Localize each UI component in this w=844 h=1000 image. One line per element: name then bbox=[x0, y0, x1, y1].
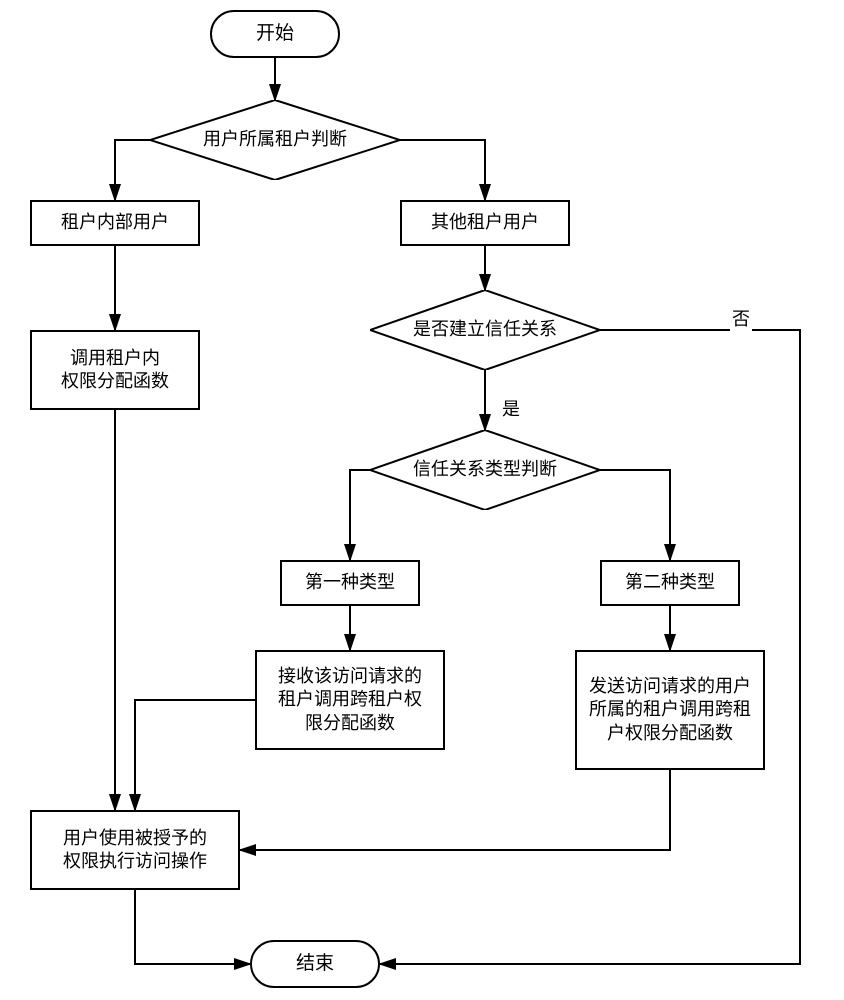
node-exec-access: 用户使用被授予的 权限执行访问操作 bbox=[30, 810, 240, 890]
label: 租户内部用户 bbox=[61, 211, 169, 234]
node-internal-user: 租户内部用户 bbox=[30, 200, 200, 246]
label: 第二种类型 bbox=[625, 571, 715, 594]
node-end: 结束 bbox=[250, 940, 380, 988]
node-type1: 第一种类型 bbox=[280, 560, 420, 606]
label: 接收该访问请求的 租户调用跨租户权 限分配函数 bbox=[278, 665, 422, 735]
node-type2: 第二种类型 bbox=[600, 560, 740, 606]
node-start: 开始 bbox=[210, 10, 340, 58]
label: 其他租户用户 bbox=[431, 211, 539, 234]
label: 信任关系类型判断 bbox=[413, 458, 557, 481]
node-tenant-decision: 用户所属租户判断 bbox=[150, 100, 400, 180]
label: 是否建立信任关系 bbox=[413, 318, 557, 341]
label: 结束 bbox=[296, 952, 334, 977]
node-trust-decision: 是否建立信任关系 bbox=[370, 290, 600, 370]
flowchart-canvas: 开始 用户所属租户判断 租户内部用户 其他租户用户 调用租户内 权限分配函数 是… bbox=[0, 0, 844, 1000]
label: 用户使用被授予的 权限执行访问操作 bbox=[63, 827, 207, 874]
label: 第一种类型 bbox=[305, 571, 395, 594]
node-call-internal-permission: 调用租户内 权限分配函数 bbox=[30, 330, 200, 410]
label: 开始 bbox=[256, 22, 294, 47]
edge-label-no: 否 bbox=[730, 305, 752, 331]
node-trust-type-decision: 信任关系类型判断 bbox=[370, 430, 600, 510]
edge-label-yes: 是 bbox=[500, 395, 522, 421]
node-sender-call-cross-permission: 发送访问请求的用户 所属的租户调用跨租 户权限分配函数 bbox=[575, 650, 765, 770]
label: 调用租户内 权限分配函数 bbox=[61, 347, 169, 394]
label: 用户所属租户判断 bbox=[203, 128, 347, 151]
node-other-tenant-user: 其他租户用户 bbox=[400, 200, 570, 246]
label: 发送访问请求的用户 所属的租户调用跨租 户权限分配函数 bbox=[589, 675, 751, 745]
node-receiver-call-cross-permission: 接收该访问请求的 租户调用跨租户权 限分配函数 bbox=[255, 650, 445, 750]
